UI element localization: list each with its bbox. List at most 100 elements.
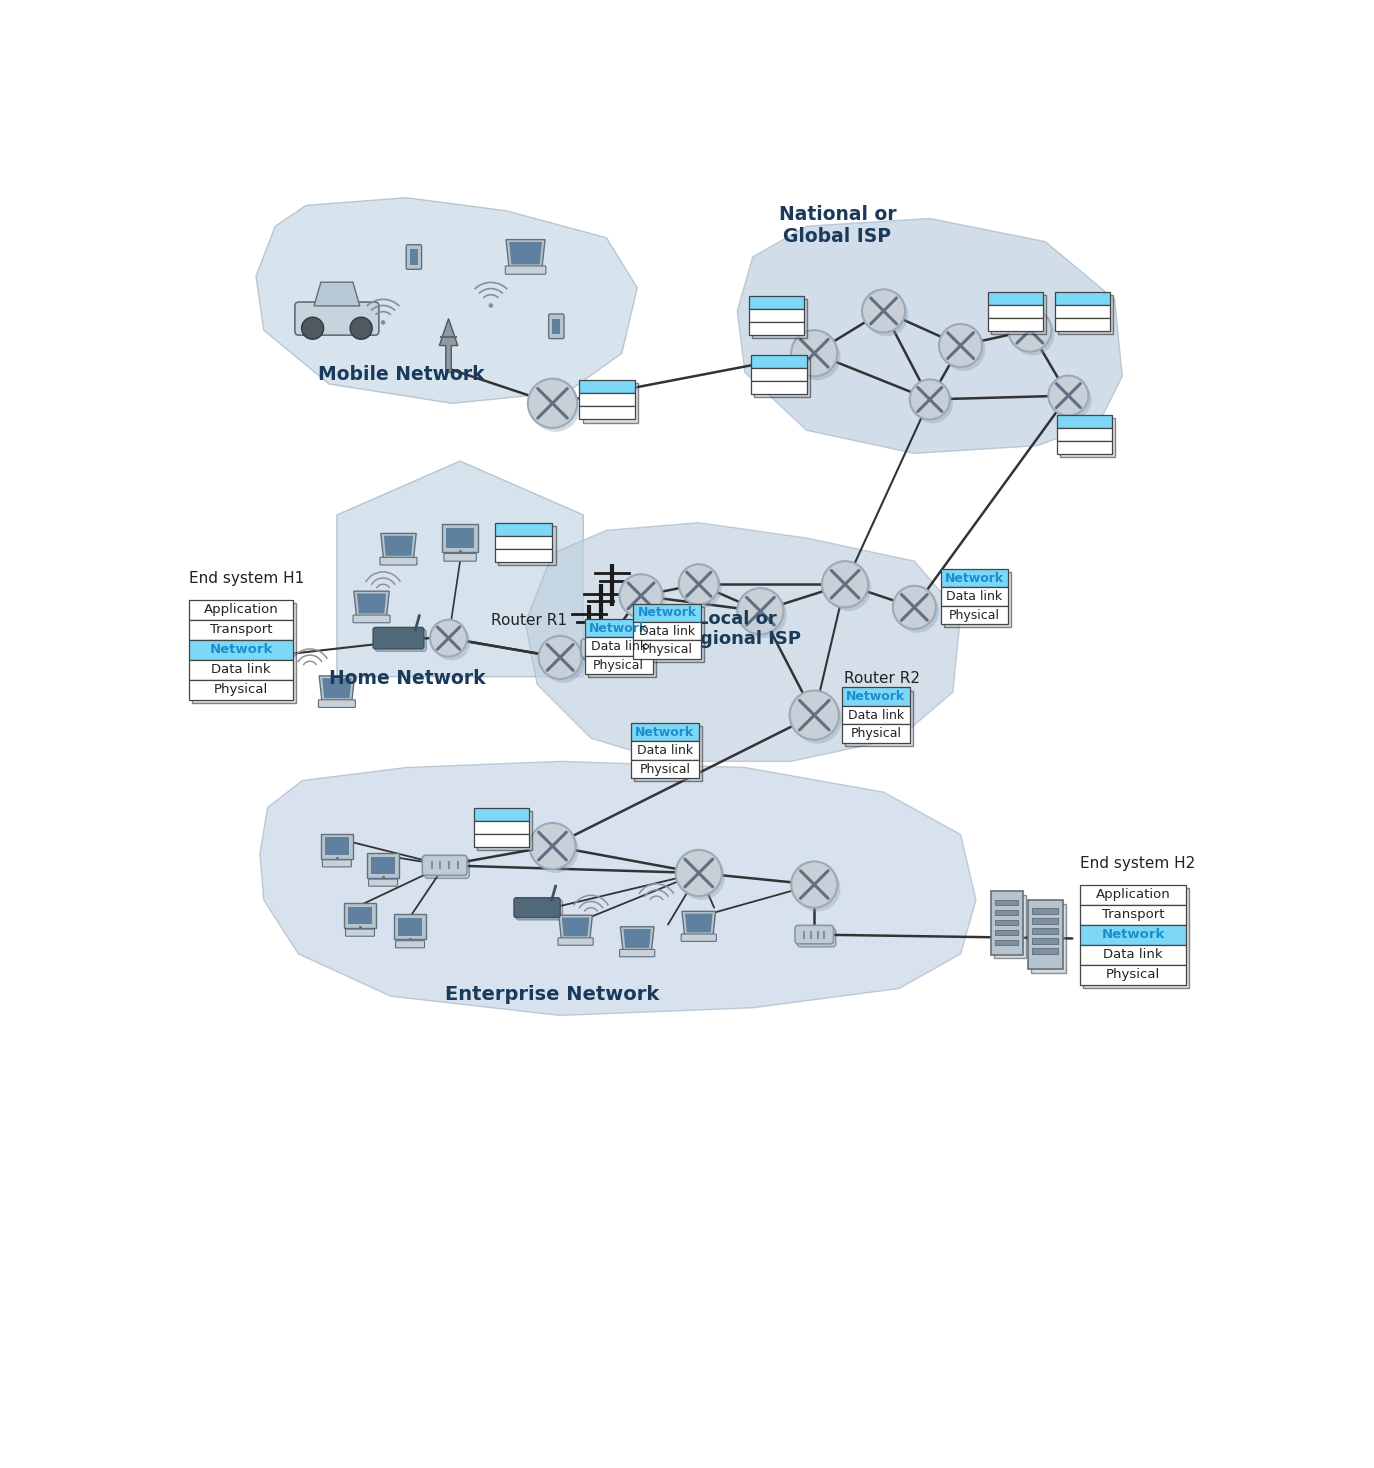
FancyBboxPatch shape: [796, 925, 834, 944]
FancyBboxPatch shape: [517, 900, 562, 920]
FancyBboxPatch shape: [425, 859, 470, 878]
FancyBboxPatch shape: [941, 587, 1009, 606]
Circle shape: [676, 850, 721, 895]
FancyBboxPatch shape: [444, 553, 477, 561]
Circle shape: [1011, 313, 1054, 355]
Text: Home Network: Home Network: [330, 669, 486, 688]
Circle shape: [529, 824, 576, 869]
Polygon shape: [256, 198, 638, 404]
FancyBboxPatch shape: [988, 305, 1043, 319]
FancyBboxPatch shape: [295, 302, 379, 335]
FancyBboxPatch shape: [842, 687, 910, 706]
FancyBboxPatch shape: [192, 603, 295, 703]
FancyBboxPatch shape: [752, 382, 807, 393]
FancyBboxPatch shape: [995, 910, 1018, 916]
FancyBboxPatch shape: [845, 690, 912, 746]
FancyBboxPatch shape: [633, 622, 701, 640]
Circle shape: [679, 854, 725, 900]
Text: Data link: Data link: [591, 640, 647, 653]
Polygon shape: [357, 593, 386, 614]
FancyBboxPatch shape: [580, 380, 635, 393]
FancyBboxPatch shape: [1059, 418, 1116, 457]
Text: End system H2: End system H2: [1080, 856, 1195, 871]
Circle shape: [302, 317, 324, 339]
Polygon shape: [337, 461, 584, 677]
Circle shape: [938, 324, 982, 367]
FancyBboxPatch shape: [323, 860, 352, 868]
Circle shape: [1009, 308, 1051, 352]
Text: Network: Network: [589, 621, 649, 634]
FancyBboxPatch shape: [1032, 919, 1058, 923]
Circle shape: [822, 561, 868, 608]
FancyBboxPatch shape: [995, 940, 1018, 945]
FancyBboxPatch shape: [1080, 925, 1186, 944]
Text: Network: Network: [635, 725, 694, 738]
FancyBboxPatch shape: [319, 700, 356, 708]
FancyBboxPatch shape: [749, 295, 804, 308]
Circle shape: [741, 592, 786, 639]
FancyBboxPatch shape: [407, 245, 422, 269]
Text: Network: Network: [945, 571, 1004, 584]
FancyBboxPatch shape: [375, 630, 426, 652]
FancyBboxPatch shape: [552, 319, 561, 335]
FancyBboxPatch shape: [585, 637, 653, 656]
Circle shape: [794, 335, 841, 380]
FancyBboxPatch shape: [995, 931, 1018, 935]
Polygon shape: [738, 219, 1123, 454]
Polygon shape: [354, 592, 389, 617]
FancyBboxPatch shape: [422, 856, 467, 875]
Circle shape: [790, 690, 840, 740]
Text: Network: Network: [846, 690, 905, 703]
FancyBboxPatch shape: [1083, 888, 1190, 988]
Polygon shape: [383, 536, 414, 556]
Text: National or
Global ISP: National or Global ISP: [779, 204, 896, 245]
FancyBboxPatch shape: [583, 383, 638, 423]
FancyBboxPatch shape: [394, 915, 426, 940]
FancyBboxPatch shape: [348, 907, 372, 923]
FancyBboxPatch shape: [1030, 904, 1066, 973]
FancyBboxPatch shape: [993, 895, 1026, 959]
FancyBboxPatch shape: [506, 266, 545, 275]
Circle shape: [622, 578, 665, 621]
FancyBboxPatch shape: [1080, 885, 1186, 904]
Polygon shape: [315, 282, 360, 305]
FancyBboxPatch shape: [1054, 305, 1110, 319]
Text: Transport: Transport: [1102, 909, 1164, 920]
Text: Transport: Transport: [210, 624, 272, 636]
FancyBboxPatch shape: [941, 570, 1009, 587]
Circle shape: [794, 865, 841, 912]
FancyBboxPatch shape: [381, 558, 416, 565]
Polygon shape: [381, 533, 416, 558]
FancyBboxPatch shape: [754, 358, 809, 398]
Circle shape: [896, 590, 938, 633]
Text: Router R2: Router R2: [844, 671, 919, 686]
FancyBboxPatch shape: [988, 319, 1043, 330]
FancyBboxPatch shape: [1028, 900, 1063, 969]
FancyBboxPatch shape: [477, 810, 533, 850]
FancyBboxPatch shape: [988, 292, 1043, 305]
FancyBboxPatch shape: [749, 321, 804, 335]
Circle shape: [910, 379, 949, 420]
FancyBboxPatch shape: [1057, 440, 1113, 454]
Polygon shape: [620, 926, 654, 950]
Circle shape: [541, 640, 585, 683]
Polygon shape: [440, 319, 458, 373]
FancyBboxPatch shape: [495, 549, 552, 562]
FancyBboxPatch shape: [1032, 909, 1058, 913]
FancyBboxPatch shape: [633, 640, 701, 659]
Text: Network: Network: [638, 606, 697, 619]
Circle shape: [530, 383, 580, 432]
Circle shape: [1048, 376, 1088, 415]
FancyBboxPatch shape: [190, 619, 293, 640]
Text: Data link: Data link: [636, 744, 692, 757]
FancyBboxPatch shape: [409, 250, 418, 264]
FancyBboxPatch shape: [682, 934, 716, 941]
FancyBboxPatch shape: [752, 298, 808, 338]
FancyBboxPatch shape: [588, 622, 655, 677]
FancyBboxPatch shape: [398, 918, 422, 935]
Circle shape: [489, 304, 493, 308]
FancyBboxPatch shape: [1032, 928, 1058, 934]
FancyBboxPatch shape: [635, 727, 702, 781]
Circle shape: [793, 694, 842, 744]
Circle shape: [791, 330, 837, 376]
